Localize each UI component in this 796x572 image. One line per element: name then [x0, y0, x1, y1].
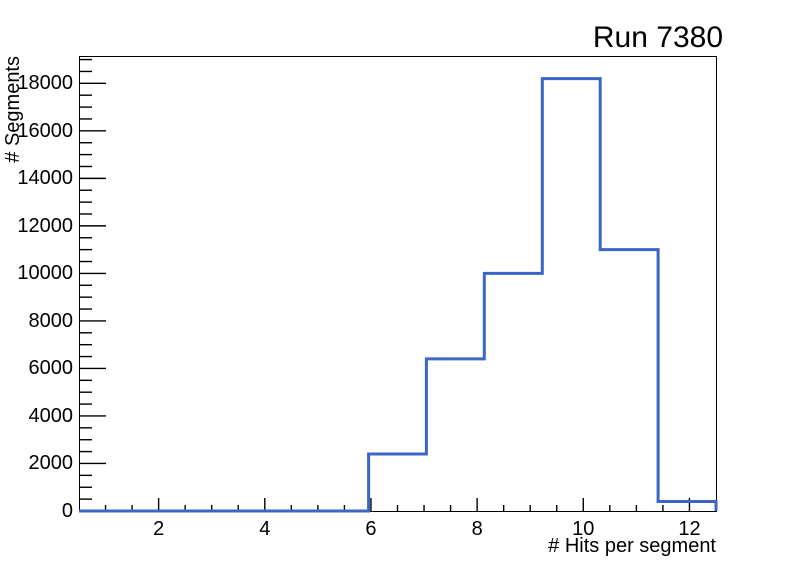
y-tick-label: 14000: [17, 167, 73, 190]
y-tick-label: 10000: [17, 262, 73, 285]
y-tick-label: 18000: [17, 72, 73, 95]
x-tick-label: 10: [572, 518, 595, 540]
y-tick-label: 12000: [17, 214, 73, 237]
histogram-line: [79, 77, 718, 513]
y-tick-label: 16000: [17, 119, 73, 142]
x-axis-title: # Hits per segment: [548, 535, 716, 557]
x-tick-label: 8: [471, 518, 483, 540]
plot-title: Run 7380: [592, 21, 723, 54]
x-tick-label: 4: [259, 518, 271, 540]
y-tick-label: 6000: [28, 357, 74, 380]
x-tick-label: 2: [153, 518, 165, 540]
x-tick-label: 6: [365, 518, 377, 540]
y-tick-label: 0: [61, 500, 73, 522]
y-tick-label: 8000: [28, 309, 74, 332]
y-tick-label: 4000: [28, 404, 74, 427]
y-tick-label: 2000: [28, 452, 74, 475]
plot-frame: [79, 56, 717, 512]
x-tick-label: 12: [678, 518, 701, 540]
